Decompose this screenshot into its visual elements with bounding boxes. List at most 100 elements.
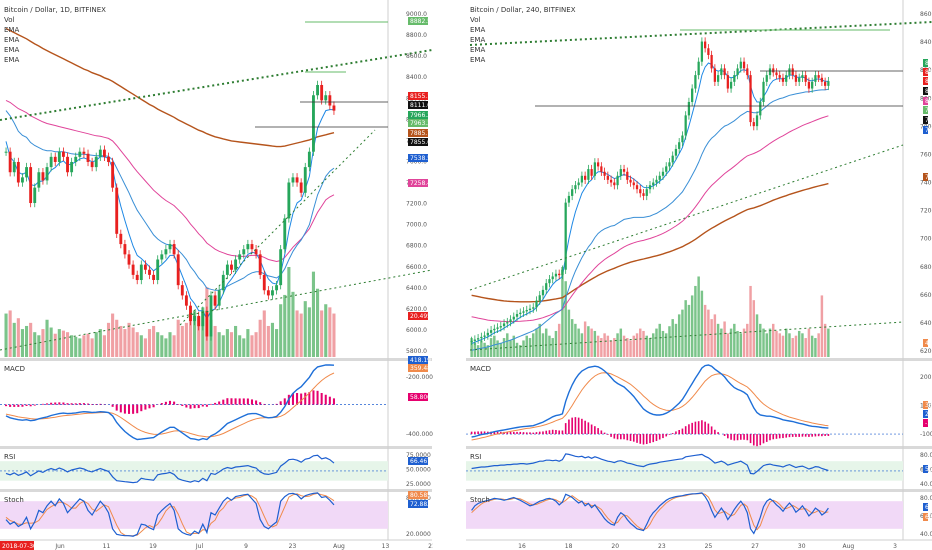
rsi-line	[5, 454, 335, 484]
price-tag-label: 7966.2	[410, 112, 431, 119]
ema-long-line	[5, 27, 335, 148]
volume-bar	[332, 313, 336, 357]
volume-bar	[700, 290, 704, 357]
candle-body	[90, 161, 94, 168]
candle-body	[279, 249, 283, 286]
legend-entry: EMA	[4, 26, 19, 34]
volume-bar	[544, 328, 548, 357]
stoch-tick-label: 80.0000	[920, 495, 932, 502]
time-tick-label: 21	[428, 543, 436, 550]
candle-body	[8, 151, 12, 173]
candle-body	[470, 340, 473, 342]
volume-bar	[807, 328, 811, 357]
rsi-line	[471, 453, 829, 475]
time-tick-label: 11	[103, 543, 111, 550]
volume-bar	[548, 335, 551, 357]
time-axis: 16 18 20 23 25 27 30 Aug 3	[518, 543, 897, 550]
time-tick-label: 16	[518, 543, 526, 550]
candle-body	[619, 169, 622, 176]
rsi-tick-label: 40.0000	[920, 481, 932, 488]
volume-bar	[817, 333, 820, 357]
candle-body	[502, 323, 506, 327]
volume-bar	[616, 333, 619, 357]
volume-bar	[29, 322, 33, 357]
candle-body	[156, 259, 160, 281]
volume-bar	[86, 333, 90, 357]
candle-body	[626, 171, 629, 180]
candle-body	[33, 187, 37, 204]
volume-bar	[324, 304, 328, 357]
candle-body	[184, 295, 188, 306]
candle-body	[225, 264, 229, 275]
candle-body	[197, 315, 201, 327]
candle-body	[25, 167, 28, 178]
volume-bar	[710, 319, 713, 357]
rsi-tick-label: 75.0000	[406, 452, 431, 459]
candle-body	[746, 68, 749, 76]
macd-tag	[408, 356, 428, 364]
candle-body	[700, 41, 704, 62]
volume-bar	[681, 309, 684, 357]
rsi-label: RSI	[470, 453, 481, 461]
volume-bar	[311, 271, 316, 357]
volume-bar	[176, 319, 180, 357]
volume-bar	[528, 338, 532, 357]
candle-body	[489, 330, 493, 333]
price-tag-label: 4.2804K	[925, 340, 932, 347]
volume-bar	[619, 328, 623, 357]
price-tag	[408, 119, 428, 127]
time-tick-label: 23	[658, 543, 666, 550]
candle-body	[817, 75, 820, 78]
candle-body	[535, 300, 538, 308]
price-tag	[408, 17, 428, 25]
volume-bar	[489, 338, 493, 357]
price-tick-label: 6800.0	[920, 264, 932, 271]
macd-tick-label: -200.0000	[406, 374, 437, 381]
candle-body	[221, 274, 225, 291]
candle-body	[681, 135, 684, 143]
candle-body	[807, 81, 811, 89]
legend-entry: Vol	[470, 16, 481, 24]
candle-body	[674, 148, 678, 156]
candle-body	[739, 61, 742, 69]
volume-bar	[726, 333, 730, 357]
candle-body	[115, 187, 119, 234]
volume-bar	[746, 323, 749, 357]
candle-body	[307, 151, 311, 168]
volume-bar	[739, 333, 743, 357]
price-tick-label: 8800.0	[406, 32, 427, 39]
volume-bar	[515, 342, 519, 357]
candle-body	[804, 75, 807, 82]
candle-body	[66, 156, 69, 173]
price-tag-label: 7963.3	[410, 120, 431, 127]
price-tick-label: 7200.0	[920, 208, 932, 215]
candle-body	[772, 68, 775, 73]
candle-body	[765, 75, 768, 82]
volume-bar	[742, 328, 746, 357]
time-axis: Jun 11 19 Jul 9 23 Aug 13 21 2018-07-30	[0, 541, 436, 550]
panel-background	[466, 0, 932, 550]
price-tag	[923, 77, 928, 85]
candle-body	[781, 77, 785, 82]
trendline-support	[179, 129, 376, 326]
volume-bar	[661, 330, 665, 357]
volume-bar	[509, 340, 512, 357]
volume-bar	[470, 338, 473, 357]
candle-body	[655, 179, 658, 183]
volume-bar	[613, 338, 616, 357]
candle-body	[193, 315, 197, 322]
rsi-tick-label: 25.0000	[406, 481, 431, 488]
candle-body	[551, 276, 554, 280]
price-tick-label: 8400.0	[920, 39, 932, 46]
time-tick-label: Jun	[54, 543, 65, 550]
volume-bar	[535, 328, 538, 357]
macd-tag-label: 38.4525	[925, 402, 932, 409]
candle-body	[658, 175, 661, 180]
volume-bar	[629, 340, 632, 357]
stoch-d-line	[471, 492, 829, 531]
volume-bar	[45, 319, 49, 357]
macd-line	[471, 364, 829, 438]
chart-panel-1: Bitcoin / Dollar, 1D, BITFINEX Vol EMA EMA E…	[0, 0, 440, 550]
candle-body	[684, 115, 687, 136]
